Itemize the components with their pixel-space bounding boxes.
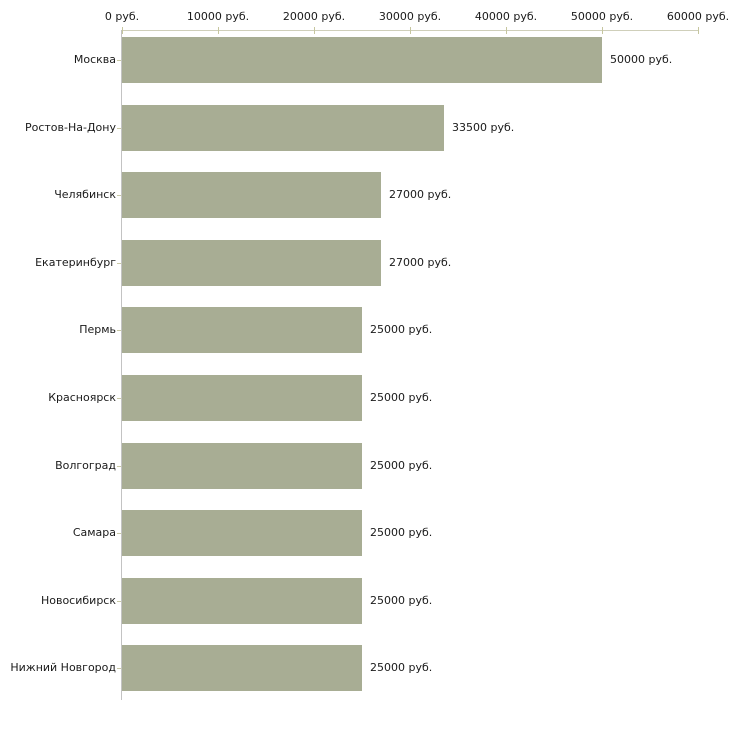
- bar-2: [122, 105, 444, 151]
- y-axis-tick: [117, 466, 121, 467]
- category-label: Волгоград: [55, 459, 116, 472]
- y-axis-tick: [117, 60, 121, 61]
- value-label: 27000 руб.: [389, 188, 452, 201]
- y-axis-tick: [117, 668, 121, 669]
- x-axis-tick-label: 50000 руб.: [570, 10, 634, 23]
- x-axis-tick-label: 0 руб.: [104, 10, 140, 23]
- category-label: Ростов-На-Дону: [24, 121, 116, 134]
- value-label: 25000 руб.: [370, 594, 433, 607]
- value-label: 25000 руб.: [370, 526, 433, 539]
- bar-9: [122, 578, 362, 624]
- x-axis-tick-label: 20000 руб.: [282, 10, 346, 23]
- bar-4: [122, 240, 381, 286]
- category-label: Москва: [73, 53, 116, 66]
- x-axis-tick-label: 40000 руб.: [474, 10, 538, 23]
- value-label: 33500 руб.: [452, 121, 515, 134]
- category-label: Екатеринбург: [35, 256, 116, 269]
- x-axis-tick-label: 10000 руб.: [186, 10, 250, 23]
- x-axis-tick: [314, 27, 315, 34]
- y-axis-tick: [117, 533, 121, 534]
- value-label: 25000 руб.: [370, 323, 433, 336]
- bar-3: [122, 172, 381, 218]
- x-axis-tick: [410, 27, 411, 34]
- value-label: 25000 руб.: [370, 459, 433, 472]
- y-axis-tick: [117, 601, 121, 602]
- bar-6: [122, 375, 362, 421]
- x-axis-tick-label: 60000 руб.: [666, 10, 730, 23]
- category-label: Самара: [72, 526, 116, 539]
- category-label: Красноярск: [48, 391, 116, 404]
- bar-5: [122, 307, 362, 353]
- category-label: Пермь: [79, 323, 116, 336]
- x-axis-tick: [698, 27, 699, 34]
- y-axis-line: [121, 30, 122, 700]
- value-label: 50000 руб.: [610, 53, 673, 66]
- value-label: 25000 руб.: [370, 391, 433, 404]
- y-axis-tick: [117, 128, 121, 129]
- x-axis-tick: [218, 27, 219, 34]
- bar-8: [122, 510, 362, 556]
- x-axis-tick-label: 30000 руб.: [378, 10, 442, 23]
- y-axis-tick: [117, 263, 121, 264]
- x-axis-tick: [122, 27, 123, 34]
- bar-7: [122, 443, 362, 489]
- category-label: Новосибирск: [40, 594, 116, 607]
- category-label: Челябинск: [54, 188, 116, 201]
- y-axis-tick: [117, 398, 121, 399]
- category-label: Нижний Новгород: [10, 661, 116, 674]
- value-label: 25000 руб.: [370, 661, 433, 674]
- bar-1: [122, 37, 602, 83]
- bar-10: [122, 645, 362, 691]
- value-label: 27000 руб.: [389, 256, 452, 269]
- x-axis-tick: [506, 27, 507, 34]
- y-axis-tick: [117, 195, 121, 196]
- y-axis-tick: [117, 330, 121, 331]
- x-axis-tick: [602, 27, 603, 34]
